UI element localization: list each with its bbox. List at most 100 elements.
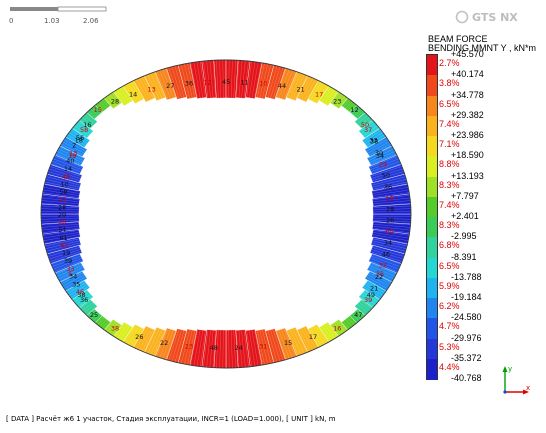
moment-hatch-line — [117, 324, 128, 339]
moment-hatch-line — [153, 72, 166, 99]
node-label: 23 — [333, 97, 341, 105]
moment-hatch-line — [70, 129, 88, 142]
moment-hatch-line — [190, 62, 198, 99]
node-label: 46 — [76, 288, 84, 296]
moment-hatch-line — [65, 279, 86, 292]
node-label: 27 — [166, 82, 174, 90]
moment-hatch-line — [301, 328, 314, 351]
moment-hatch-line — [47, 173, 81, 184]
moment-hatch-line — [372, 203, 411, 207]
moment-hatch-line — [264, 329, 275, 363]
moment-hatch-line — [156, 71, 168, 99]
moment-hatch-line — [243, 61, 249, 99]
moment-hatch-line — [370, 255, 400, 267]
moment-hatch-line — [286, 329, 299, 356]
moment-hatch-line — [371, 247, 404, 257]
moment-hatch-line — [355, 309, 364, 318]
moment-hatch-line — [41, 219, 80, 223]
moment-hatch-line — [150, 73, 163, 100]
moment-hatch-line — [88, 110, 97, 119]
moment-hatch-line — [372, 184, 408, 192]
moment-hatch-line — [295, 328, 308, 353]
legend-percent: 5.9% — [439, 280, 460, 291]
moment-hatch-line — [222, 329, 224, 368]
moment-hatch-line — [41, 203, 80, 207]
moment-hatch-line — [41, 200, 80, 205]
moment-hatch-line — [372, 236, 408, 244]
moment-hatch-line — [74, 125, 90, 137]
moment-hatch-line — [372, 187, 409, 194]
moment-hatch-line — [364, 129, 382, 142]
legend-percent: 7.4% — [439, 199, 460, 210]
legend-swatch — [427, 277, 437, 299]
moment-hatch-line — [370, 253, 401, 265]
legend-swatch — [427, 257, 437, 279]
moment-hatch-line — [372, 211, 411, 213]
moment-hatch-line — [243, 329, 249, 367]
moment-hatch-line — [45, 240, 80, 249]
moment-hatch-line — [203, 329, 209, 367]
moment-hatch-line — [54, 260, 82, 272]
moment-hatch-line — [351, 104, 357, 111]
moment-hatch-line — [117, 89, 128, 104]
legend-swatch — [427, 156, 437, 177]
moment-hatch-line — [119, 325, 131, 341]
moment-hatch-line — [289, 328, 302, 355]
moment-hatch-line — [251, 329, 259, 366]
moment-hatch-line — [371, 176, 406, 186]
moment-hatch-line — [162, 69, 174, 99]
moment-hatch-line — [342, 320, 350, 329]
moment-hatch-line — [144, 328, 157, 353]
moment-hatch-line — [187, 63, 196, 99]
moment-hatch-line — [330, 92, 341, 105]
node-label: 5 — [68, 270, 72, 278]
legend-percent: 8.3% — [439, 179, 460, 190]
moment-hatch-line — [64, 276, 86, 289]
moment-hatch-line — [372, 228, 410, 233]
moment-hatch-line — [72, 289, 89, 301]
node-label: 14 — [64, 165, 72, 173]
moment-hatch-line — [130, 326, 143, 347]
moment-hatch-line — [309, 326, 322, 347]
moment-hatch-line — [357, 304, 368, 314]
moment-hatch-line — [241, 329, 246, 368]
moment-hatch-line — [43, 187, 80, 194]
moment-hatch-line — [262, 64, 271, 99]
moment-hatch-line — [41, 221, 80, 225]
moment-hatch-line — [372, 238, 407, 247]
moment-hatch-line — [125, 326, 137, 344]
moment-hatch-line — [44, 236, 80, 244]
moment-hatch-line — [67, 281, 87, 294]
node-label: 39 — [364, 296, 372, 304]
moment-hatch-line — [366, 276, 388, 289]
moment-hatch-line — [95, 317, 101, 324]
node-label: 26 — [386, 217, 394, 225]
moment-hatch-line — [46, 176, 81, 186]
moment-hatch-line — [41, 205, 80, 209]
legend-swatch — [427, 176, 437, 198]
legend-swatch — [427, 358, 437, 380]
moment-hatch-line — [82, 301, 94, 312]
moment-hatch-line — [353, 311, 362, 320]
moment-hatch-line — [84, 304, 95, 314]
moment-hatch-line — [159, 329, 171, 358]
moment-hatch-line — [361, 294, 376, 305]
moment-hatch-line — [177, 65, 188, 99]
legend-percent: 6.5% — [439, 260, 460, 271]
moment-hatch-line — [49, 251, 81, 262]
moment-hatch-line — [238, 329, 243, 368]
moment-hatch-line — [141, 328, 154, 352]
moment-hatch-line — [249, 61, 256, 99]
moment-hatch-line — [318, 325, 330, 342]
moment-hatch-line — [53, 258, 82, 270]
moment-hatch-line — [109, 322, 119, 334]
moment-hatch-line — [371, 249, 403, 260]
moment-hatch-line — [104, 97, 113, 108]
logo-text: GTS NX — [472, 11, 518, 24]
moment-hatch-line — [51, 163, 82, 175]
moment-hatch-line — [371, 251, 403, 262]
moment-hatch-line — [363, 289, 380, 301]
moment-hatch-line — [45, 181, 80, 190]
moment-hatch-line — [360, 296, 374, 307]
